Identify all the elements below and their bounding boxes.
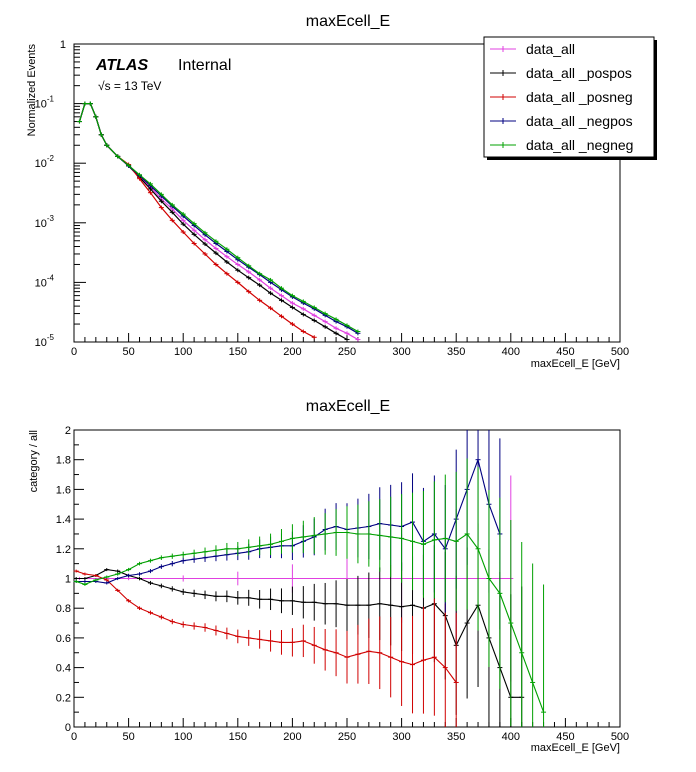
top-series-data-all <box>76 101 361 342</box>
top-y-tick-label: 10-5 <box>35 333 55 349</box>
top-x-tick-label: 250 <box>338 346 356 358</box>
top-x-tick-label: 400 <box>502 346 520 358</box>
bottom-y-tick-label: 0.8 <box>56 603 71 615</box>
bottom-x-tick-label: 350 <box>447 731 465 743</box>
legend-entry: data_all _posneg <box>490 89 633 105</box>
legend-label: data_all _pospos <box>526 65 632 81</box>
top-series-line <box>78 103 359 333</box>
top-x-tick-label: 50 <box>122 346 134 358</box>
legend-label: data_all _negneg <box>526 137 633 153</box>
legend: data_all data_all _pospos data_all _posneg… <box>483 36 657 160</box>
bottom-x-tick-label: 100 <box>174 731 192 743</box>
bottom-series-data-all-negpos <box>73 430 503 630</box>
bottom-y-axis-label: category / all <box>28 430 40 492</box>
bottom-series-data-all-negneg <box>73 458 547 727</box>
legend-label: data_all _posneg <box>526 89 633 105</box>
energy-label: √s = 13 TeV <box>98 79 161 93</box>
bottom-x-axis-label: maxEcell_E [GeV] <box>531 742 620 754</box>
bottom-x-tick-label: 250 <box>338 731 356 743</box>
legend-entry: data_all _negneg <box>490 137 633 153</box>
bottom-series-data-all-posneg <box>73 569 459 727</box>
top-series-line <box>78 103 359 334</box>
bottom-chart-title: maxEcell_E <box>306 398 390 415</box>
bottom-series-line <box>76 457 501 584</box>
bottom-x-ticks: 0 50 100 150 200 250 300 350 400 450 500 <box>71 718 629 743</box>
top-series-line <box>78 103 348 341</box>
bottom-y-tick-label: 1.8 <box>56 455 71 467</box>
bottom-y-ticks: 0 0.2 0.4 0.6 0.8 1 1.2 1.4 1.6 1.8 2 <box>56 425 84 734</box>
legend-entry: data_all _negpos <box>490 113 633 129</box>
top-y-tick-label: 10-3 <box>35 214 55 230</box>
top-x-axis-label: maxEcell_E [GeV] <box>531 358 620 370</box>
top-x-tick-label: 150 <box>229 346 247 358</box>
bottom-y-tick-label: 1 <box>65 574 71 586</box>
top-series-data-all-posneg <box>76 101 317 340</box>
atlas-status-label: Internal <box>178 57 231 74</box>
bottom-series-line <box>76 569 522 698</box>
top-y-axis-label: Normalized Events <box>26 44 38 137</box>
top-x-tick-label: 500 <box>611 346 629 358</box>
top-series-line <box>78 103 359 341</box>
legend-entry: data_all <box>490 41 575 57</box>
top-y-tick-label: 10-2 <box>35 154 55 170</box>
legend-label: data_all _negpos <box>526 113 633 129</box>
bottom-x-tick-label: 500 <box>611 731 629 743</box>
legend-entry: data_all _pospos <box>490 65 632 81</box>
bottom-y-tick-label: 0.2 <box>56 692 71 704</box>
top-x-tick-label: 200 <box>283 346 301 358</box>
energy-sqrt-s: √s <box>98 79 111 93</box>
bottom-y-tick-label: 0.4 <box>56 663 71 675</box>
bottom-x-tick-label: 0 <box>71 731 77 743</box>
energy-value: = 13 TeV <box>111 79 162 93</box>
bottom-y-tick-label: 2 <box>65 425 71 437</box>
top-x-tick-label: 450 <box>556 346 574 358</box>
bottom-x-tick-label: 200 <box>283 731 301 743</box>
bottom-series-line <box>76 570 457 683</box>
bottom-x-tick-label: 50 <box>122 731 134 743</box>
bottom-x-tick-label: 300 <box>392 731 410 743</box>
top-panel: maxEcell_E 0 50 100 150 200 250 300 350 400 450 50… <box>26 13 657 370</box>
bottom-y-tick-label: 1.4 <box>56 514 71 526</box>
top-chart-title: maxEcell_E <box>306 13 390 30</box>
top-x-tick-label: 100 <box>174 346 192 358</box>
top-x-tick-label: 0 <box>71 346 77 358</box>
bottom-x-tick-label: 150 <box>229 731 247 743</box>
bottom-series-group <box>73 430 547 727</box>
legend-entries: data_all data_all _pospos data_all _posneg… <box>490 41 633 153</box>
bottom-panel: maxEcell_E 0 50 100 150 200 250 300 350 400 450 50… <box>28 398 629 754</box>
top-x-tick-label: 350 <box>447 346 465 358</box>
bottom-x-tick-label: 450 <box>556 731 574 743</box>
top-x-ticks: 0 50 100 150 200 250 300 350 400 450 500 <box>71 333 629 358</box>
bottom-y-tick-label: 1.2 <box>56 544 71 556</box>
top-series-line <box>78 103 315 338</box>
top-y-tick-label: 10-1 <box>35 95 55 111</box>
atlas-experiment-label: ATLAS <box>95 57 148 74</box>
bottom-y-tick-label: 0.6 <box>56 633 71 645</box>
atlas-label: ATLAS Internal √s = 13 TeV <box>95 57 231 93</box>
bottom-y-tick-label: 0 <box>65 722 71 734</box>
bottom-series-line <box>76 531 545 713</box>
top-series-group <box>76 101 361 342</box>
top-series-data-all-negpos <box>76 101 361 336</box>
top-x-tick-label: 300 <box>392 346 410 358</box>
legend-label: data_all <box>526 41 575 57</box>
bottom-y-tick-label: 1.6 <box>56 484 71 496</box>
top-y-tick-label: 10-4 <box>35 273 55 289</box>
top-series-data-all-negneg <box>76 101 361 334</box>
bottom-series-data-all <box>76 475 514 682</box>
top-y-ticks: 10-5 10-4 10-3 10-2 10-1 1 <box>35 39 86 349</box>
bottom-x-tick-label: 400 <box>502 731 520 743</box>
top-y-tick-label: 1 <box>60 39 66 51</box>
